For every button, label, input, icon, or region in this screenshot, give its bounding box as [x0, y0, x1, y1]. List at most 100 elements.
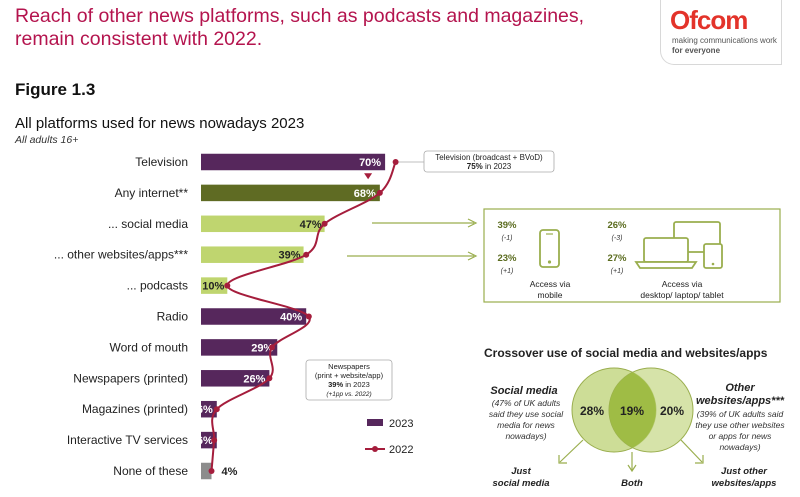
bar [201, 246, 304, 263]
venn-right-desc: or apps for news [709, 431, 773, 441]
access-box: 39% (-1) 23% (+1) Access via mobile 26% … [483, 208, 781, 303]
arrow-head-icon [467, 251, 478, 261]
tv-callout-value: 75% in 2023 [467, 162, 512, 171]
desktop-web-change: (+1) [611, 268, 624, 275]
mobile-access-label-2: mobile [537, 290, 562, 300]
venn-left-title: Social media [490, 385, 557, 397]
chart-title: All platforms used for news nowadays 202… [15, 115, 305, 132]
series-2022-point [213, 406, 220, 413]
arrow-head-icon [695, 455, 704, 464]
ofcom-logo[interactable]: Ofcom making communications work for eve… [660, 0, 782, 65]
category-label: Radio [157, 310, 189, 324]
value-label: 39% [279, 250, 301, 262]
access-arrows [347, 218, 478, 261]
category-label: Word of mouth [110, 340, 188, 354]
figure-label: Figure 1.3 [15, 80, 96, 99]
desktop-access-label-2: desktop/ laptop/ tablet [640, 290, 724, 300]
arrow-head-icon [627, 464, 637, 473]
newspapers-callout-sub: (print + website/app) [315, 371, 384, 380]
bar [201, 184, 380, 202]
desktop-laptop-tablet-icon [634, 221, 723, 269]
category-label: ... social media [108, 217, 188, 231]
logo-tagline: making communications work [672, 36, 777, 45]
arrow-just-websites [680, 439, 703, 463]
newspapers-callout: Newspapers (print + website/app) 39% in … [305, 359, 393, 401]
venn-left-value: 28% [580, 404, 604, 418]
category-label: Television [135, 155, 188, 169]
series-2022-point [392, 159, 399, 165]
just-websites-label-2: websites/apps [712, 478, 777, 489]
legend-label-2022: 2022 [389, 444, 413, 456]
category-label: ... other websites/apps*** [54, 248, 188, 262]
desktop-access-label: Access via [662, 279, 703, 289]
mobile-web-change: (+1) [501, 268, 514, 275]
mobile-social-pct: 39% [497, 220, 517, 231]
series-2022-point [224, 282, 231, 289]
venn-left-desc: media for news [497, 420, 555, 430]
venn-right-desc: they use other websites [695, 420, 785, 430]
chart-subtitle: All adults 16+ [15, 134, 79, 146]
arrow-head-icon [467, 218, 478, 228]
just-websites-label: Just other [721, 466, 768, 477]
category-label: Newspapers (printed) [73, 371, 188, 385]
venn-right-title: websites/apps*** [696, 395, 785, 407]
value-label: 4% [222, 466, 238, 478]
tv-callout-title: Television (broadcast + BVoD) [435, 153, 543, 162]
legend: 2023 2022 [365, 418, 413, 456]
category-label: Interactive TV services [67, 433, 188, 447]
series-2022-point [266, 375, 273, 382]
venn-right-value: 20% [660, 404, 684, 418]
legend-marker-2022 [372, 446, 378, 452]
value-label: 6% [197, 435, 213, 447]
newspapers-callout-change: (+1pp vs. 2022) [326, 391, 371, 398]
bar [201, 462, 212, 480]
bar [201, 153, 386, 171]
mobile-web-pct: 23% [497, 253, 517, 264]
desktop-web-pct: 27% [607, 253, 627, 264]
series-2022-point [303, 251, 310, 258]
tv-marker-icon [364, 173, 373, 180]
arrow-just-social [559, 439, 584, 463]
crossover-title: Crossover use of social media and websit… [484, 346, 768, 360]
value-label: 6% [197, 404, 213, 416]
mobile-phone-icon [539, 229, 560, 268]
category-label: Any internet** [115, 186, 189, 200]
value-label: 26% [243, 373, 265, 385]
crossover-section: Crossover use of social media and websit… [484, 346, 785, 489]
venn-right-desc: (39% of UK adults said [697, 409, 784, 419]
series-2022-point [208, 468, 215, 474]
series-2022-line [210, 161, 397, 472]
newspapers-callout-title: Newspapers [328, 362, 370, 371]
mobile-social-change: (-1) [502, 235, 513, 242]
value-label: 70% [359, 157, 381, 169]
series-2022-point [321, 220, 328, 227]
value-label: 68% [354, 188, 376, 200]
bar [201, 308, 307, 325]
legend-swatch-2023 [367, 419, 383, 426]
tv-callout: Television (broadcast + BVoD) 75% in 202… [423, 150, 555, 173]
value-label: 29% [251, 342, 273, 354]
venn-left-desc: said they use social [489, 409, 564, 419]
arrow-head-icon [558, 455, 567, 464]
both-label: Both [621, 478, 643, 489]
desktop-social-pct: 26% [607, 220, 627, 231]
bar [201, 215, 325, 233]
value-label: 10% [202, 281, 224, 293]
logo-wordmark: Ofcom [670, 5, 748, 35]
value-label: 47% [300, 219, 322, 231]
bar [201, 277, 228, 294]
value-label: 40% [280, 312, 302, 324]
series-2022-point [376, 189, 383, 196]
venn-left-desc: nowadays) [505, 431, 546, 441]
category-label: None of these [113, 464, 188, 478]
desktop-social-change: (-3) [612, 235, 623, 242]
venn-left-desc: (47% of UK adults [492, 398, 561, 408]
bar [201, 370, 270, 387]
series-2022-point [305, 313, 312, 320]
venn-right-desc: nowadays) [719, 442, 760, 452]
venn-middle-value: 19% [620, 404, 644, 418]
just-social-label-2: social media [492, 478, 549, 489]
series-2022-point [269, 344, 276, 351]
legend-label-2023: 2023 [389, 418, 413, 430]
